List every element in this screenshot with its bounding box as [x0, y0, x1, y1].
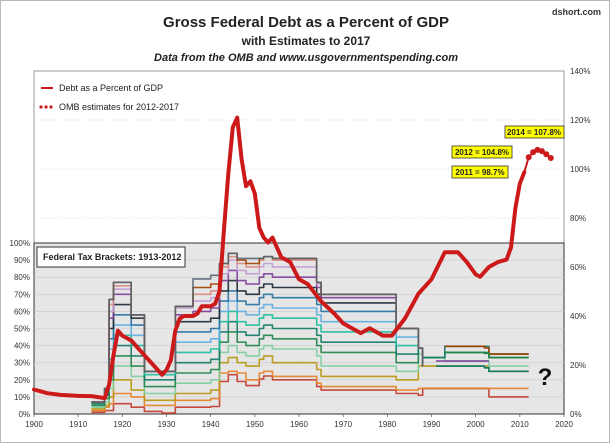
- x-tick-label: 1920: [113, 420, 131, 429]
- credit-label: dshort.com: [552, 7, 601, 17]
- legend-debt-label: Debt as a Percent of GDP: [59, 83, 163, 93]
- estimate-series: [523, 146, 554, 173]
- annotation-2012-box: [451, 145, 513, 159]
- x-tick-label: 1960: [290, 420, 308, 429]
- x-tick-label: 1910: [69, 420, 87, 429]
- legend-estimate-dot: [49, 105, 53, 109]
- tax-bracket-line: [91, 290, 424, 403]
- annotation-2012-label: 2012 = 104.8%: [455, 148, 509, 157]
- legend-estimate-label: OMB estimates for 2012-2017: [59, 102, 179, 112]
- x-tick-label: 1990: [423, 420, 441, 429]
- y-right-tick-label: 60%: [570, 263, 586, 272]
- legend-estimate-dot: [39, 105, 43, 109]
- y-right-tick-label: 120%: [570, 116, 590, 125]
- annotation-2014: 2014 = 107.8%: [504, 125, 565, 139]
- axis-ticks: 0% 20% 40% 60% 80% 100% 120% 140% 0% 10% 20% 30% 40%…: [10, 67, 591, 429]
- annotation-2011: 2011 = 98.7%: [451, 165, 509, 179]
- legend: Debt as a Percent of GDP OMB estimates f…: [39, 83, 179, 112]
- y-left-tick-label: 80%: [14, 273, 30, 282]
- annotation-2014-box: [504, 125, 565, 139]
- y-right-tick-label: 20%: [570, 361, 586, 370]
- x-tick-label: 1940: [202, 420, 220, 429]
- y-right-tick-label: 100%: [570, 165, 590, 174]
- x-tick-label: 1900: [25, 420, 43, 429]
- tax-bracket-line: [91, 300, 424, 403]
- tax-bracket-line: [444, 351, 529, 359]
- y-left-tick-label: 90%: [14, 256, 30, 265]
- tax-bracket-line: [91, 320, 529, 405]
- y-left-tick-label: 50%: [14, 325, 30, 334]
- tax-bracket-line: [91, 355, 529, 410]
- x-tick-label: 2000: [467, 420, 485, 429]
- estimate-point: [525, 154, 532, 161]
- x-tick-label: 1930: [158, 420, 176, 429]
- tax-bracket-line: [435, 365, 529, 373]
- annotation-2014-label: 2014 = 107.8%: [507, 128, 561, 137]
- y-right-tick-label: 80%: [570, 214, 586, 223]
- annotation-2011-box: [451, 165, 509, 179]
- tax-panel-title: Federal Tax Brackets: 1913-2012: [43, 252, 181, 262]
- tax-bracket-line: [91, 370, 529, 412]
- estimate-point: [547, 155, 554, 161]
- estimate-point: [543, 151, 550, 158]
- estimate-point: [530, 149, 537, 156]
- chart-title: Gross Federal Debt as a Percent of GDP: [163, 14, 449, 31]
- y-left-tick-label: 100%: [10, 239, 30, 248]
- chart-subtitle: with Estimates to 2017: [241, 34, 371, 48]
- tax-bracket-line: [91, 373, 529, 414]
- y-right-tick-label: 140%: [570, 67, 590, 76]
- debt-series: [32, 115, 527, 401]
- annotation-2011-label: 2011 = 98.7%: [455, 168, 504, 177]
- debt-line: [32, 115, 527, 401]
- y-left-tick-label: 60%: [14, 307, 30, 316]
- x-tick-label: 1980: [378, 420, 396, 429]
- y-right-tick-label: 40%: [570, 312, 586, 321]
- y-left-tick-label: 10%: [14, 393, 30, 402]
- y-left-tick-label: 30%: [14, 359, 30, 368]
- tax-bracket-lines: [91, 252, 529, 414]
- x-tick-label: 1970: [334, 420, 352, 429]
- annotation-2012: 2012 = 104.8%: [451, 145, 513, 159]
- tax-bracket-line: [91, 252, 424, 403]
- y-right-tick-label: 0%: [570, 410, 582, 419]
- tax-panel-title-box: [36, 246, 186, 268]
- y-left-tick-label: 40%: [14, 342, 30, 351]
- legend-estimate-dot: [44, 105, 48, 109]
- future-question-mark: ?: [538, 364, 553, 391]
- estimate-point: [538, 148, 545, 155]
- x-tick-label: 1950: [246, 420, 264, 429]
- chart-source-note: Data from the OMB and www.usgovernmentsp…: [154, 52, 458, 64]
- y-left-tick-label: 20%: [14, 376, 30, 385]
- x-tick-label: 2020: [555, 420, 573, 429]
- x-tick-label: 2010: [511, 420, 529, 429]
- y-left-tick-label: 70%: [14, 290, 30, 299]
- y-left-tick-label: 0%: [18, 410, 30, 419]
